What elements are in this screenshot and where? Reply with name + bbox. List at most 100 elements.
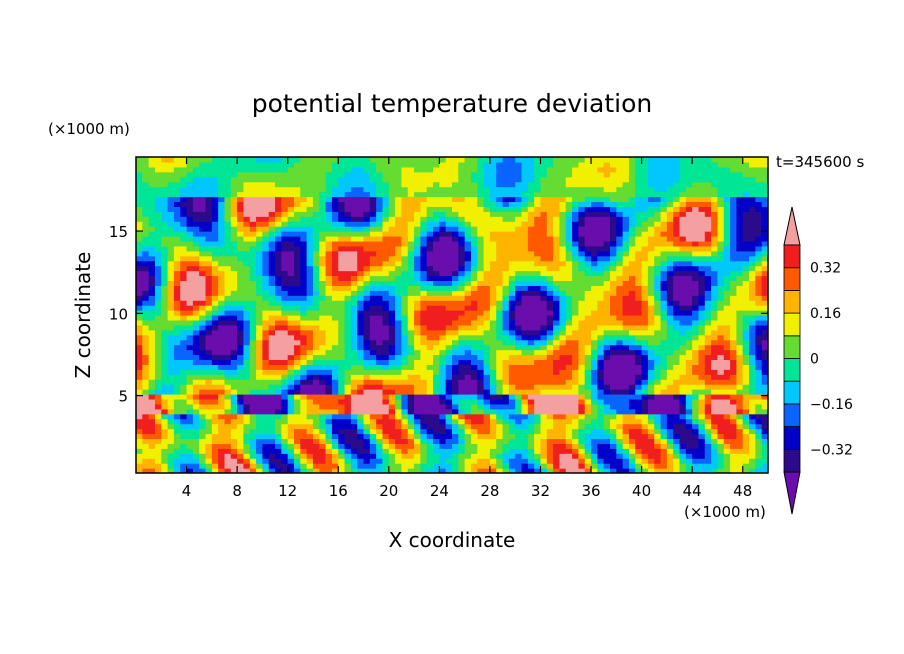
heatmap-cell <box>205 379 213 385</box>
heatmap-cell <box>376 231 384 237</box>
heatmap-cell <box>515 280 523 286</box>
heatmap-cell <box>591 300 598 306</box>
heatmap-cell <box>584 423 592 430</box>
heatmap-cell <box>439 418 447 425</box>
heatmap-cell <box>508 226 516 232</box>
heatmap-cell <box>281 206 289 212</box>
heatmap-cell <box>559 408 567 415</box>
heatmap-cell <box>262 265 270 272</box>
heatmap-cell <box>534 413 542 420</box>
heatmap-cell <box>470 310 478 316</box>
heatmap-cell <box>622 265 630 272</box>
heatmap-cell <box>395 166 403 173</box>
heatmap-cell <box>452 211 459 217</box>
heatmap-cell <box>458 359 466 365</box>
heatmap-cell <box>445 270 453 277</box>
heatmap-cell <box>186 305 194 311</box>
heatmap-cell <box>142 161 150 168</box>
heatmap-cell <box>312 344 320 351</box>
heatmap-cell <box>300 344 308 351</box>
heatmap-cell <box>338 211 346 217</box>
heatmap-cell <box>154 310 162 316</box>
heatmap-cell <box>287 161 295 168</box>
heatmap-cell <box>148 245 156 252</box>
heatmap-cell <box>521 384 529 390</box>
heatmap-cell <box>268 418 276 425</box>
heatmap-cell <box>363 379 371 385</box>
heatmap-cell <box>154 201 162 207</box>
heatmap-cell <box>199 453 207 459</box>
heatmap-cell <box>622 364 630 370</box>
heatmap-cell <box>622 315 630 321</box>
heatmap-cell <box>243 221 251 227</box>
heatmap-cell <box>559 384 567 390</box>
heatmap-cell <box>331 398 339 405</box>
heatmap-cell <box>527 260 535 267</box>
heatmap-cell <box>256 428 263 435</box>
heatmap-cell <box>369 166 377 173</box>
heatmap-cell <box>180 319 188 326</box>
heatmap-cell <box>161 290 169 296</box>
heatmap-cell <box>218 468 226 473</box>
heatmap-cell <box>363 181 371 188</box>
heatmap-cell <box>148 250 156 257</box>
heatmap-cell <box>281 349 289 356</box>
heatmap-cell <box>534 171 542 178</box>
heatmap-cell <box>597 157 605 163</box>
heatmap-cell <box>426 295 434 301</box>
heatmap-cell <box>572 315 579 321</box>
heatmap-cell <box>211 161 219 168</box>
heatmap-cell <box>306 181 314 188</box>
heatmap-cell <box>173 468 181 473</box>
heatmap-cell <box>445 468 453 473</box>
heatmap-cell <box>616 324 624 331</box>
heatmap-cell <box>363 384 371 390</box>
heatmap-cell <box>496 310 504 316</box>
heatmap-cell <box>508 315 516 321</box>
heatmap-cell <box>502 290 510 296</box>
heatmap-cell <box>382 206 390 212</box>
heatmap-cell <box>521 285 529 291</box>
heatmap-cell <box>439 329 447 336</box>
heatmap-cell <box>515 206 523 212</box>
heatmap-cell <box>616 161 624 168</box>
heatmap-cell <box>439 339 447 346</box>
heatmap-cell <box>205 329 213 336</box>
heatmap-cell <box>591 428 598 435</box>
heatmap-cell <box>249 157 257 163</box>
heatmap-cell <box>603 265 611 272</box>
heatmap-cell <box>407 369 415 375</box>
heatmap-cell <box>369 265 377 272</box>
heatmap-cell <box>148 295 156 301</box>
heatmap-cell <box>205 428 213 435</box>
heatmap-cell <box>508 334 516 341</box>
heatmap-cell <box>502 443 510 449</box>
heatmap-cell <box>142 196 150 203</box>
heatmap-cell <box>496 196 504 203</box>
heatmap-cell <box>401 295 409 301</box>
heatmap-cell <box>350 231 358 237</box>
heatmap-cell <box>477 438 485 444</box>
heatmap-cell <box>420 448 428 454</box>
heatmap-cell <box>470 324 478 331</box>
heatmap-cell <box>376 339 384 346</box>
heatmap-cell <box>331 186 339 193</box>
heatmap-cell <box>192 161 200 168</box>
heatmap-cell <box>603 201 611 207</box>
heatmap-cell <box>300 448 308 454</box>
heatmap-cell <box>610 408 617 415</box>
heatmap-cell <box>319 176 327 183</box>
heatmap-cell <box>540 221 548 227</box>
heatmap-cell <box>173 290 181 296</box>
heatmap-cell <box>464 448 472 454</box>
heatmap-cell <box>464 275 472 282</box>
heatmap-cell <box>572 448 579 454</box>
heatmap-cell <box>205 403 213 410</box>
heatmap-cell <box>211 418 219 425</box>
heatmap-cell <box>325 344 333 351</box>
heatmap-cell <box>306 448 314 454</box>
heatmap-cell <box>401 315 409 321</box>
heatmap-cell <box>508 453 516 459</box>
heatmap-cell <box>199 354 207 361</box>
heatmap-cell <box>249 201 257 207</box>
